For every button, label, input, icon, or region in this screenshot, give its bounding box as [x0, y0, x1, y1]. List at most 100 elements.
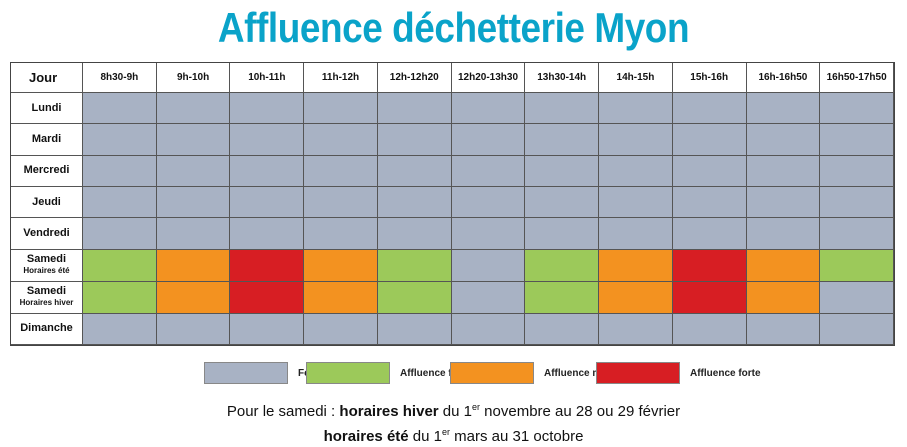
heatmap-cell-moyenne: [156, 281, 231, 314]
heatmap-cell-moyenne: [599, 249, 673, 282]
heatmap-cell-fermee: [746, 313, 821, 345]
heatmap-cell-fermee: [451, 249, 526, 282]
note-winter-period: novembre au 28 ou 29 février: [480, 403, 681, 420]
column-header: 10h-11h: [230, 63, 305, 93]
heatmap-cell-fermee: [304, 218, 378, 250]
heatmap-cell-fermee: [525, 124, 600, 156]
heatmap-cell-fermee: [820, 218, 894, 250]
column-header: 11h-12h: [304, 63, 378, 93]
column-header: 12h-12h20: [377, 63, 452, 93]
heatmap-cell-fermee: [525, 313, 600, 345]
heatmap-cell-moyenne: [304, 281, 378, 314]
row-label: Dimanche: [11, 313, 83, 345]
heatmap-cell-fermee: [230, 155, 305, 187]
heatmap-cell-fermee: [377, 313, 452, 345]
heatmap-cell-fermee: [820, 313, 894, 345]
row-label-day: Samedi: [26, 285, 67, 298]
heatmap-cell-fermee: [599, 155, 673, 187]
heatmap-cell-fermee: [746, 218, 821, 250]
heatmap-cell-fermee: [156, 93, 231, 125]
heatmap-cell-fermee: [377, 187, 452, 219]
heatmap-cell-fermee: [672, 313, 747, 345]
heatmap-cell-fermee: [83, 155, 157, 187]
note-winter-sup: er: [472, 402, 481, 412]
heatmap-cell-fermee: [304, 187, 378, 219]
heatmap-cell-fermee: [377, 124, 452, 156]
affluence-table: Jour 8h30-9h 9h-10h 10h-11h 11h-12h 12h-12h20…: [10, 62, 895, 346]
row-label-day: Mercredi: [23, 164, 70, 177]
heatmap-cell-moyenne: [746, 281, 821, 314]
heatmap-cell-fermee: [83, 218, 157, 250]
note-line-winter: Pour le samedi : horaires hiver du 1er n…: [0, 397, 907, 422]
note-winter-label: horaires hiver: [339, 403, 439, 420]
heatmap-cell-fermee: [599, 187, 673, 219]
heatmap-cell-fermee: [820, 187, 894, 219]
heatmap-cell-forte: [672, 249, 747, 282]
heatmap-cell-faible: [83, 249, 157, 282]
note-winter-from: du 1: [438, 403, 472, 420]
row-label: Mardi: [11, 124, 83, 156]
heatmap-cell-fermee: [377, 218, 452, 250]
legend-swatch: [596, 362, 680, 384]
heatmap-cell-fermee: [672, 155, 747, 187]
heatmap-cell-fermee: [672, 124, 747, 156]
row-label: Samedi Horaires hiver: [11, 281, 83, 314]
legend-label: Affluence forte: [690, 367, 761, 379]
legend-item-faible: Affluence faible: [306, 362, 474, 384]
note-prefix: Pour le samedi :: [226, 403, 340, 420]
heatmap-cell-fermee: [746, 93, 821, 125]
heatmap-cell-faible: [525, 249, 600, 282]
heatmap-cell-fermee: [451, 93, 526, 125]
heatmap-cell-fermee: [599, 93, 673, 125]
column-header: 16h-16h50: [746, 63, 821, 93]
legend-swatch: [204, 362, 288, 384]
heatmap-cell-fermee: [83, 93, 157, 125]
heatmap-cell-fermee: [451, 218, 526, 250]
heatmap-cell-moyenne: [599, 281, 673, 314]
heatmap-cell-fermee: [672, 218, 747, 250]
heatmap-cell-fermee: [451, 155, 526, 187]
row-label: Vendredi: [11, 218, 83, 250]
page-title: Affluence déchetterie Myon: [217, 4, 690, 51]
column-header: 15h-16h: [672, 63, 747, 93]
heatmap-cell-fermee: [746, 187, 821, 219]
heatmap-cell-faible: [83, 281, 157, 314]
corner-label: Jour: [11, 63, 83, 93]
heatmap-cell-faible: [820, 249, 894, 282]
heatmap-cell-fermee: [304, 155, 378, 187]
heatmap-cell-fermee: [83, 313, 157, 345]
row-label-day: Samedi: [26, 253, 67, 266]
row-label-day: Mardi: [31, 132, 62, 145]
heatmap-cell-fermee: [746, 124, 821, 156]
row-label-sub: Horaires été: [23, 266, 70, 276]
heatmap-cell-fermee: [525, 155, 600, 187]
heatmap-cell-fermee: [451, 313, 526, 345]
legend-item-moyenne: Affluence moyenne: [450, 362, 636, 384]
note-summer-label: horaires été: [323, 428, 409, 445]
row-label: Lundi: [11, 93, 83, 125]
heatmap-cell-forte: [230, 249, 305, 282]
heatmap-cell-fermee: [230, 313, 305, 345]
heatmap-cell-fermee: [451, 281, 526, 314]
heatmap-cell-fermee: [672, 187, 747, 219]
heatmap-cell-fermee: [156, 313, 231, 345]
row-label-sub: Horaires hiver: [19, 298, 74, 308]
heatmap-cell-fermee: [525, 218, 600, 250]
heatmap-cell-fermee: [304, 313, 378, 345]
heatmap-cell-fermee: [820, 124, 894, 156]
heatmap-cell-fermee: [599, 313, 673, 345]
row-label: Samedi Horaires été: [11, 249, 83, 282]
heatmap-cell-fermee: [672, 93, 747, 125]
heatmap-cell-forte: [672, 281, 747, 314]
row-label-day: Dimanche: [20, 322, 73, 335]
heatmap-cell-forte: [230, 281, 305, 314]
column-header: 16h50-17h50: [820, 63, 894, 93]
legend-item-forte: Affluence forte: [596, 362, 761, 384]
note-line-summer: horaires été du 1er mars au 31 octobre: [0, 422, 907, 447]
heatmap-cell-moyenne: [156, 249, 231, 282]
note-summer-sup: er: [442, 427, 451, 437]
heatmap-cell-moyenne: [746, 249, 821, 282]
heatmap-cell-fermee: [230, 218, 305, 250]
saturday-hours-note: Pour le samedi : horaires hiver du 1er n…: [0, 397, 907, 447]
